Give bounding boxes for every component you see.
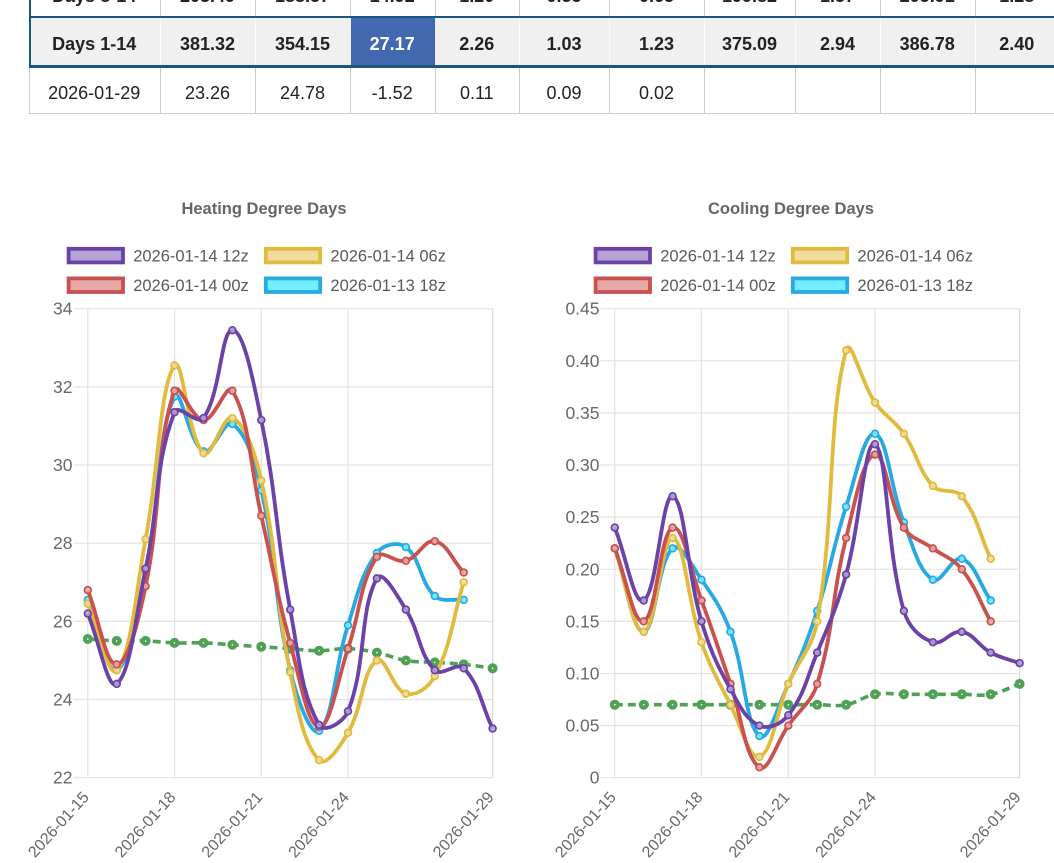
svg-text:28: 28 [53, 533, 72, 553]
svg-text:2026-01-29: 2026-01-29 [957, 789, 1024, 861]
svg-text:0.45: 0.45 [565, 299, 599, 319]
svg-text:Cooling Degree Days: Cooling Degree Days [708, 200, 874, 218]
svg-text:2026-01-24: 2026-01-24 [286, 789, 353, 861]
svg-text:2026-01-13 18z: 2026-01-13 18z [857, 277, 973, 295]
svg-text:0.20: 0.20 [565, 559, 599, 579]
svg-text:0.05: 0.05 [565, 716, 599, 736]
svg-text:2026-01-21: 2026-01-21 [199, 789, 266, 861]
svg-text:2026-01-13 18z: 2026-01-13 18z [330, 277, 446, 295]
svg-text:24: 24 [53, 690, 73, 710]
svg-text:26: 26 [53, 611, 72, 631]
svg-text:2026-01-14 06z: 2026-01-14 06z [330, 248, 446, 266]
svg-text:0: 0 [590, 768, 600, 788]
svg-text:2026-01-18: 2026-01-18 [639, 789, 706, 861]
svg-text:2026-01-14 12z: 2026-01-14 12z [660, 248, 776, 266]
svg-text:0.40: 0.40 [565, 351, 599, 371]
svg-text:34: 34 [53, 299, 73, 319]
svg-text:0.25: 0.25 [565, 507, 599, 527]
svg-text:2026-01-14 00z: 2026-01-14 00z [660, 277, 776, 295]
svg-text:0.35: 0.35 [565, 403, 599, 423]
svg-text:0.15: 0.15 [565, 611, 599, 631]
svg-text:32: 32 [53, 377, 72, 397]
svg-text:2026-01-14 12z: 2026-01-14 12z [133, 248, 249, 266]
svg-text:0.10: 0.10 [565, 664, 599, 684]
svg-text:2026-01-24: 2026-01-24 [813, 789, 880, 861]
svg-text:2026-01-18: 2026-01-18 [112, 789, 179, 861]
svg-text:2026-01-15: 2026-01-15 [25, 789, 92, 861]
svg-text:2026-01-15: 2026-01-15 [552, 789, 619, 861]
svg-text:0.30: 0.30 [565, 455, 599, 475]
svg-text:30: 30 [53, 455, 73, 475]
svg-text:2026-01-21: 2026-01-21 [726, 789, 793, 861]
svg-text:Heating Degree Days: Heating Degree Days [181, 200, 346, 218]
svg-text:2026-01-14 00z: 2026-01-14 00z [133, 277, 249, 295]
svg-text:2026-01-14 06z: 2026-01-14 06z [857, 248, 973, 266]
svg-text:22: 22 [53, 768, 72, 788]
svg-text:2026-01-29: 2026-01-29 [430, 789, 497, 861]
